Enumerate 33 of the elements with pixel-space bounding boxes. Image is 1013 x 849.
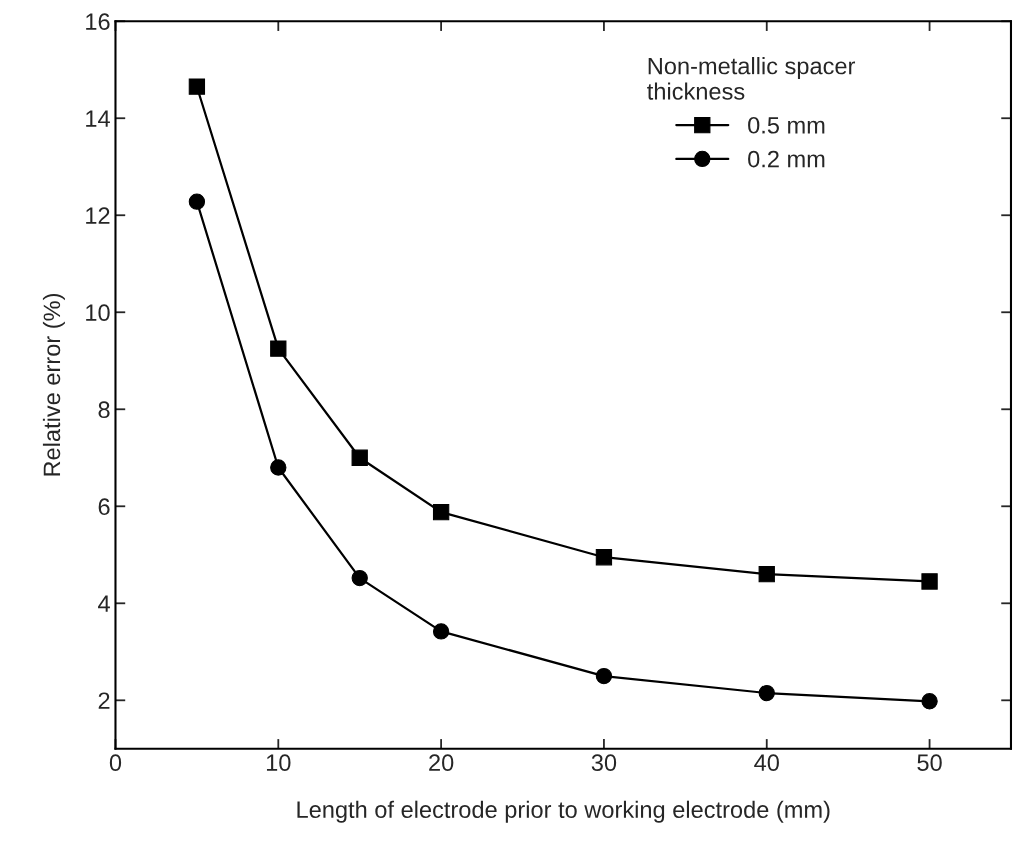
point [432,623,450,640]
y-tick-label: 12 [86,207,110,224]
y-tick-label: 4 [98,595,110,612]
y-tick-label: 14 [86,110,110,127]
y-axis-title: Relative error (%) [42,293,65,476]
point [188,193,206,210]
legend-label: 0.2 mm [748,150,825,168]
x-tick-label: 40 [754,754,779,772]
y-tick-label: 16 [86,13,110,31]
y-tick-label: 8 [98,401,110,419]
y-tick-label: 2 [98,692,110,709]
x-axis-title: Length of electrode prior to working electrode (mm) [297,800,830,823]
x-tick-label: 0 [109,754,122,772]
point [758,684,775,702]
point [432,503,450,521]
x-tick-label: 50 [917,754,942,772]
point [595,549,613,566]
x-tick-label: 20 [429,754,454,772]
point [595,667,613,685]
point [188,78,206,95]
point [270,459,287,476]
legend-label: 0.5 mm [748,116,825,134]
point [270,340,287,357]
point [921,693,938,710]
legend-title: Non-metallic spacer thickness [647,57,856,100]
point [921,573,938,590]
y-tick-label: 10 [86,304,110,322]
point [351,449,368,466]
x-tick-label: 10 [266,754,291,772]
x-tick-label: 30 [591,754,617,772]
y-tick-label: 6 [98,498,110,516]
point [758,566,775,583]
point [351,569,368,587]
